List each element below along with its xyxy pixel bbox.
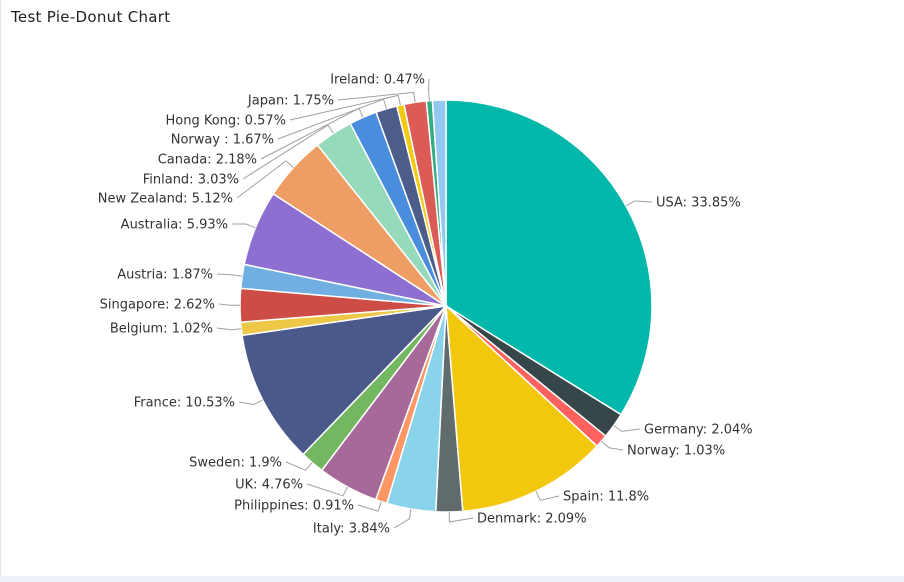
leader-line-spain-3 <box>535 491 560 501</box>
data-label-australia-13: Australia: 5.93% <box>121 218 228 233</box>
data-labels: USA: 33.85% Germany: 2.04% Norway: 1.03% Sp… <box>98 73 753 537</box>
data-label-norway-2: Norway: 1.03% <box>627 444 725 459</box>
leader-line-usa-0 <box>625 200 653 207</box>
leader-line-philippines-6 <box>357 501 382 512</box>
leader-line-uk-7 <box>306 483 349 497</box>
leader-line-ireland-20 <box>428 78 430 101</box>
data-label-canada-16: Canada: 2.18% <box>158 153 257 168</box>
data-label-denmark-4: Denmark: 2.09% <box>477 512 587 527</box>
leader-line-sweden-8 <box>285 461 313 471</box>
leader-line-austria-12 <box>216 273 243 277</box>
data-label-philippines-6: Philippines: 0.91% <box>234 499 354 514</box>
leader-line-hong-kong-18 <box>289 94 401 121</box>
leader-line-france-9 <box>238 399 263 406</box>
data-label-uk-7: UK: 4.76% <box>235 478 303 493</box>
leader-line-singapore-11 <box>218 303 241 306</box>
data-label-japan-19: Japan: 1.75% <box>247 94 334 109</box>
leader-line-norway-2 <box>601 440 624 451</box>
pie-slice-usa-0[interactable] <box>445 99 653 416</box>
data-label-austria-12: Austria: 1.87% <box>117 268 213 283</box>
leader-line-belgium-10 <box>216 327 242 331</box>
leader-line-new-zealand-14 <box>236 160 294 199</box>
data-label-finland-15: Finland: 3.03% <box>143 173 239 188</box>
leader-lines <box>216 78 653 529</box>
chart-title: Test Pie-Donut Chart <box>11 8 171 26</box>
data-label-singapore-11: Singapore: 2.62% <box>100 298 215 313</box>
data-label-ireland-20: Ireland: 0.47% <box>330 73 425 88</box>
data-label-sweden-8: Sweden: 1.9% <box>189 456 282 471</box>
leader-line-finland-15 <box>242 124 334 180</box>
leader-line-germany-1 <box>613 425 641 432</box>
data-label-new-zealand-14: New Zealand: 5.12% <box>98 192 233 207</box>
leader-line-australia-13 <box>232 223 256 229</box>
leader-line-italy-5 <box>393 508 412 529</box>
pie-slice-spain-3[interactable] <box>445 304 599 513</box>
data-label-germany-1: Germany: 2.04% <box>644 423 753 438</box>
leader-line-japan-19 <box>337 91 416 103</box>
data-label-italy-5: Italy: 3.84% <box>313 522 390 537</box>
data-label-hong-kong-18: Hong Kong: 0.57% <box>166 114 287 129</box>
leader-line-denmark-4 <box>448 511 474 523</box>
data-label-belgium-10: Belgium: 1.02% <box>110 322 213 337</box>
data-label-france-9: France: 10.53% <box>134 396 235 411</box>
data-label-usa-0: USA: 33.85% <box>656 196 741 211</box>
data-label-spain-3: Spain: 11.8% <box>563 490 649 505</box>
pie-slices <box>239 99 653 513</box>
pie-slice-unlabeled-21[interactable] <box>431 99 447 307</box>
data-label-norway-17: Norway : 1.67% <box>171 133 274 148</box>
